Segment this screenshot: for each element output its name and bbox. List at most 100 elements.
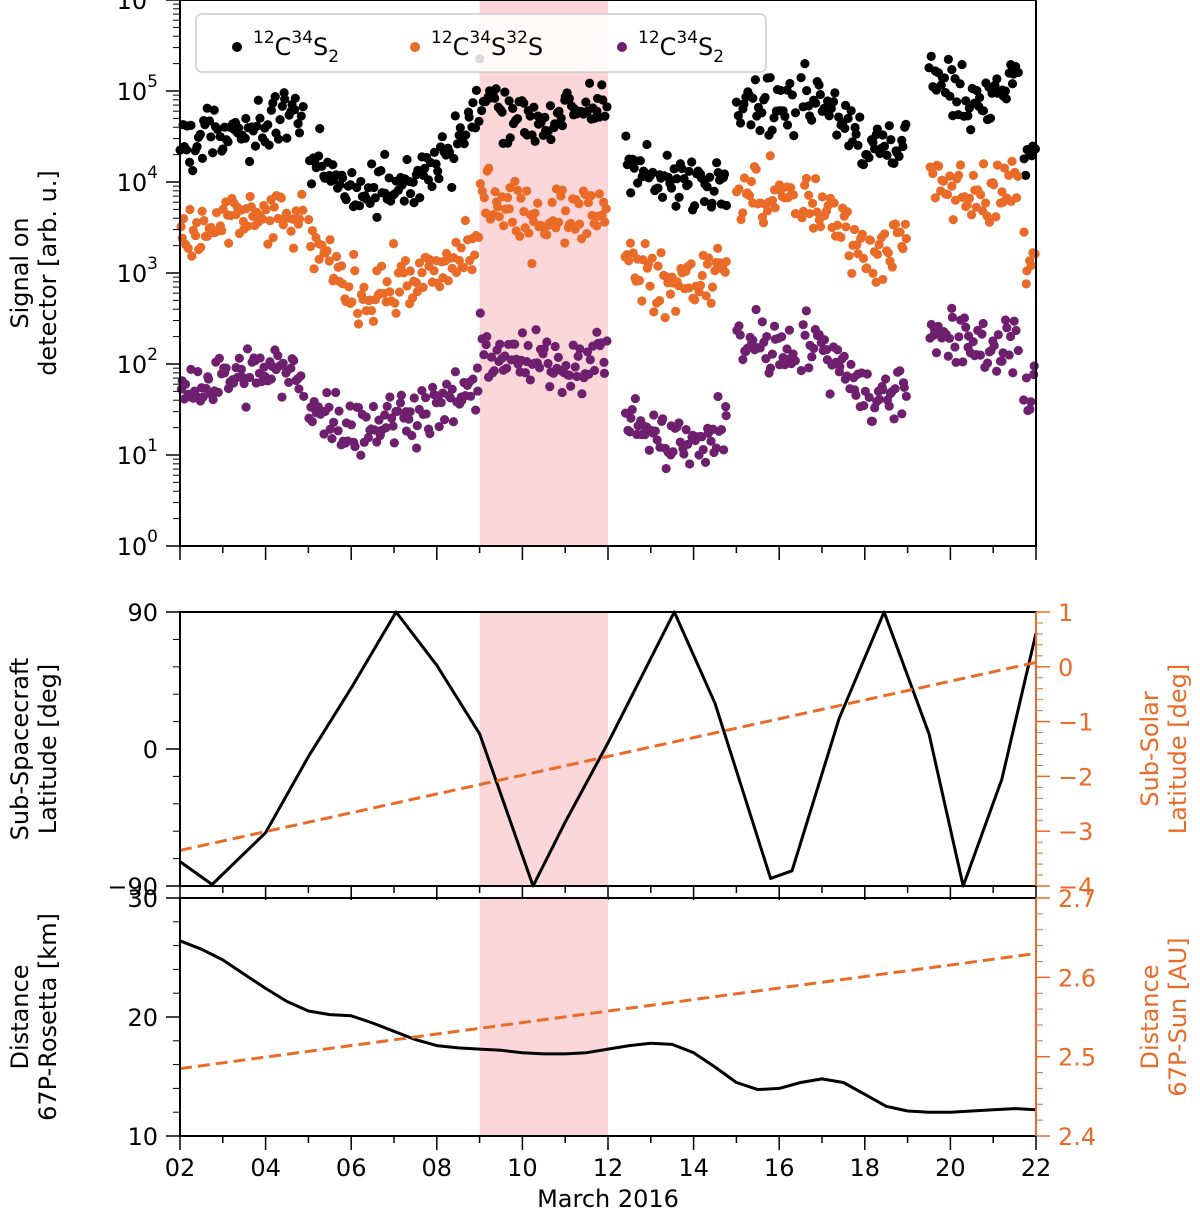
data-point (296, 111, 306, 121)
data-point (409, 393, 419, 403)
data-point (294, 128, 305, 138)
data-point (721, 257, 731, 267)
data-point (968, 337, 978, 347)
latitude-right-ylabel-line2: Latitude [deg] (1164, 664, 1192, 834)
data-point (878, 274, 888, 285)
data-point (811, 174, 821, 184)
data-point (800, 59, 810, 69)
data-point (601, 204, 611, 214)
data-point (306, 179, 317, 189)
data-point (846, 359, 856, 370)
data-point (947, 312, 958, 322)
data-point (359, 282, 369, 292)
data-point (516, 193, 526, 203)
right-y-tick-label: −4 (1058, 873, 1093, 901)
data-point (878, 130, 888, 140)
data-point (713, 391, 723, 402)
data-point (437, 132, 447, 142)
legend-entry: 12C34S2 (253, 28, 339, 67)
data-point (626, 413, 636, 423)
data-point (746, 176, 756, 187)
data-point (545, 101, 555, 111)
signal-ylabel-line2: detector [arb. u.] (34, 170, 62, 376)
data-point (872, 249, 883, 259)
data-point (878, 385, 888, 395)
y-tick-label: 100 (117, 527, 158, 561)
data-point (790, 356, 800, 366)
data-point (657, 192, 668, 202)
legend: 12C34S2 12C34S32S 12C34S2 (195, 13, 767, 73)
data-point (180, 379, 191, 389)
data-point (501, 363, 512, 373)
data-point (926, 51, 936, 61)
x-tick-label: 22 (1021, 1154, 1052, 1182)
data-point (334, 406, 344, 416)
data-point (808, 223, 819, 233)
data-point (380, 149, 390, 159)
data-point (490, 93, 500, 103)
right-y-tick-label: 2.4 (1058, 1123, 1096, 1151)
data-point (243, 221, 253, 231)
data-point (677, 163, 687, 174)
data-point (466, 391, 476, 401)
data-point (486, 352, 497, 362)
latitude-shaded-region (479, 612, 608, 886)
data-point (417, 267, 427, 278)
data-point (278, 220, 288, 230)
data-point (802, 86, 812, 96)
distance-left-ylabel-line2: 67P-Rosetta [km] (34, 913, 62, 1121)
data-point (586, 190, 596, 201)
data-point (898, 244, 908, 254)
data-point (523, 340, 533, 351)
data-point (479, 193, 489, 203)
data-point (258, 214, 268, 224)
data-point (777, 332, 787, 342)
data-point (815, 89, 825, 100)
data-point (510, 339, 520, 349)
data-point (425, 429, 435, 439)
data-point (534, 363, 545, 373)
data-point (989, 340, 999, 351)
data-point (734, 321, 744, 331)
data-point (395, 398, 406, 408)
data-point (661, 463, 671, 474)
data-point (435, 282, 445, 292)
data-point (307, 417, 317, 427)
data-point (656, 248, 666, 258)
data-point (434, 173, 444, 184)
data-point (598, 95, 608, 105)
y-tick-label: 90 (127, 599, 158, 627)
data-point (1021, 170, 1031, 180)
data-point (505, 183, 515, 193)
data-point (241, 113, 251, 124)
data-point (943, 54, 953, 64)
data-point (883, 248, 893, 258)
data-point (867, 416, 877, 427)
right-series-line (179, 660, 1037, 852)
data-point (804, 363, 814, 373)
data-point (566, 381, 576, 391)
data-point (193, 367, 203, 377)
distance-left-y-ticks: 30 20 10 (127, 885, 180, 1151)
data-point (961, 96, 971, 106)
data-point (525, 375, 535, 385)
data-point (327, 433, 337, 444)
data-point (1013, 345, 1023, 356)
right-y-tick-label: −2 (1058, 763, 1093, 791)
data-point (278, 358, 288, 368)
data-point (547, 197, 557, 207)
data-point (290, 93, 300, 103)
data-point (640, 239, 650, 249)
x-tick-label: 02 (165, 1154, 196, 1182)
data-point (901, 391, 911, 402)
data-point (288, 243, 299, 253)
data-point (884, 401, 894, 411)
data-point (192, 218, 202, 228)
data-point (208, 394, 218, 405)
data-point (241, 402, 251, 412)
data-point (1011, 193, 1022, 203)
data-point (484, 163, 494, 173)
data-point (253, 95, 263, 105)
data-point (650, 426, 660, 436)
data-point (751, 164, 761, 174)
